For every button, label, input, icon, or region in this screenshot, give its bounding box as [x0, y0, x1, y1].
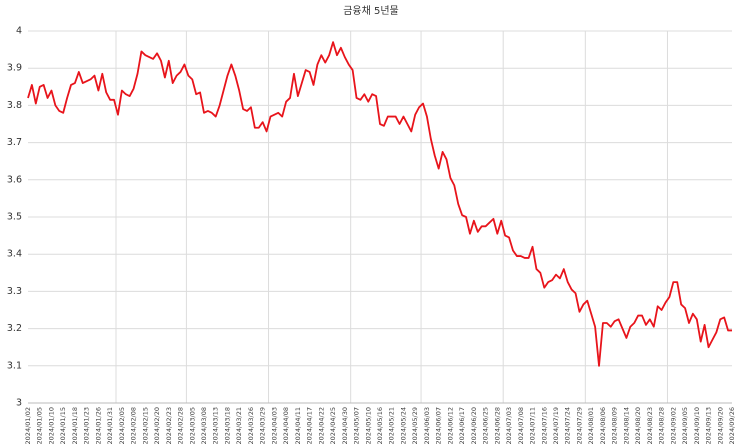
- x-tick-label: 2024/02/23: [165, 407, 173, 444]
- x-tick-label: 2024/09/13: [705, 407, 713, 444]
- x-tick-label: 2024/07/11: [529, 407, 537, 444]
- x-tick-label: 2024/01/05: [36, 407, 44, 444]
- x-tick-label: 2024/07/08: [517, 407, 525, 444]
- x-tick-label: 2024/08/23: [646, 407, 654, 444]
- x-tick-label: 2024/09/02: [669, 407, 677, 444]
- x-tick-label: 2024/02/05: [118, 407, 126, 444]
- x-tick-label: 2024/01/31: [106, 407, 114, 444]
- x-tick-label: 2024/01/23: [83, 407, 91, 444]
- x-tick-label: 2024/08/06: [599, 407, 607, 444]
- series-line: [27, 41, 732, 367]
- x-tick-label: 2024/02/08: [130, 407, 138, 444]
- y-tick-label: 3.5: [7, 212, 22, 223]
- x-tick-label: 2024/05/16: [376, 407, 384, 444]
- y-tick-label: 3.9: [7, 63, 22, 74]
- x-tick-label: 2024/09/05: [681, 407, 689, 444]
- x-tick-label: 2024/06/20: [470, 407, 478, 444]
- x-tick-label: 2024/07/29: [575, 407, 583, 444]
- x-tick-label: 2024/03/13: [212, 407, 220, 444]
- x-tick-label: 2024/09/10: [693, 407, 701, 444]
- x-tick-label: 2024/07/03: [505, 407, 513, 444]
- x-tick-label: 2024/05/29: [411, 407, 419, 444]
- x-tick-label: 2024/04/17: [306, 407, 314, 444]
- x-tick-label: 2024/08/09: [611, 407, 619, 444]
- x-tick-label: 2024/02/15: [141, 407, 149, 444]
- x-tick-label: 2024/04/11: [294, 407, 302, 444]
- y-tick-label: 3.1: [7, 360, 22, 371]
- x-tick-label: 2024/05/10: [364, 407, 372, 444]
- y-tick-label: 3: [16, 398, 22, 409]
- x-tick-label: 2024/04/25: [329, 407, 337, 444]
- x-tick-label: 2024/06/25: [482, 407, 490, 444]
- x-tick-label: 2024/01/15: [59, 407, 67, 444]
- x-tick-label: 2024/07/16: [540, 407, 548, 444]
- x-tick-label: 2024/07/24: [564, 407, 572, 444]
- x-tick-label: 2024/05/07: [353, 407, 361, 444]
- x-tick-label: 2024/01/18: [71, 407, 79, 444]
- x-tick-label: 2024/08/14: [622, 407, 630, 444]
- x-tick-label: 2024/03/21: [235, 407, 243, 444]
- y-tick-label: 3.3: [7, 286, 22, 297]
- x-tick-label: 2024/08/01: [587, 407, 595, 444]
- y-tick-label: 3.4: [7, 249, 22, 260]
- x-tick-label: 2024/06/07: [435, 407, 443, 444]
- x-tick-label: 2024/04/22: [317, 407, 325, 444]
- y-tick-label: 3.7: [7, 137, 22, 148]
- x-tick-label: 2024/07/19: [552, 407, 560, 444]
- x-tick-label: 2024/05/24: [399, 407, 407, 444]
- x-tick-label: 2024/04/08: [282, 407, 290, 444]
- x-tick-label: 2024/06/12: [446, 407, 454, 444]
- chart-title: 금융채 5년물: [343, 5, 399, 17]
- x-tick-label: 2024/01/10: [47, 407, 55, 444]
- x-tick-label: 2024/02/28: [177, 407, 185, 444]
- x-tick-label: 2024/03/05: [188, 407, 196, 444]
- y-tick-label: 3.8: [7, 100, 22, 111]
- x-tick-label: 2024/04/30: [341, 407, 349, 444]
- x-tick-label: 2024/03/08: [200, 407, 208, 444]
- x-tick-label: 2024/05/21: [388, 407, 396, 444]
- x-tick-label: 2024/01/26: [94, 407, 102, 444]
- x-tick-label: 2024/08/20: [634, 407, 642, 444]
- x-tick-label: 2024/08/28: [658, 407, 666, 444]
- y-tick-label: 3.6: [7, 174, 22, 185]
- x-tick-label: 2024/03/29: [259, 407, 267, 444]
- x-tick-label: 2024/09/20: [716, 407, 724, 444]
- x-tick-label: 2024/03/18: [223, 407, 231, 444]
- x-tick-label: 2024/03/26: [247, 407, 255, 444]
- x-tick-label: 2024/06/17: [458, 407, 466, 444]
- x-tick-label: 2024/06/28: [493, 407, 501, 444]
- y-tick-label: 3.2: [7, 323, 22, 334]
- x-tick-label: 2024/06/03: [423, 407, 431, 444]
- x-tick-label: 2024/09/26: [728, 407, 736, 444]
- y-tick-label: 4: [16, 26, 22, 37]
- x-tick-label: 2024/01/02: [24, 407, 32, 444]
- x-tick-label: 2024/02/20: [153, 407, 161, 444]
- x-tick-label: 2024/04/03: [270, 407, 278, 444]
